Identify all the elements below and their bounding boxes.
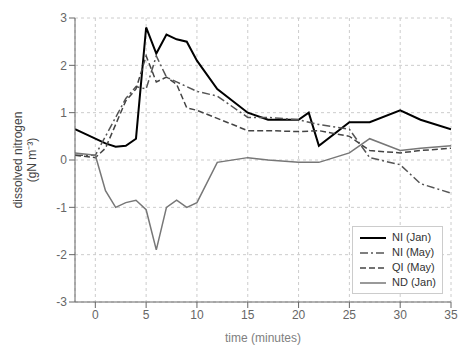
html-text:QI (May): QI (May): [392, 261, 435, 273]
svg-text:25: 25: [343, 308, 357, 322]
svg-text:20: 20: [292, 308, 306, 322]
html-text:NI (Jan): NI (Jan): [392, 231, 432, 243]
svg-text:30: 30: [394, 308, 408, 322]
svg-text:15: 15: [241, 308, 255, 322]
svg-text:35: 35: [444, 308, 458, 322]
svg-text:0: 0: [60, 153, 67, 167]
svg-text:-3: -3: [56, 295, 67, 309]
svg-text:2: 2: [60, 59, 67, 73]
svg-text:-2: -2: [56, 248, 67, 262]
svg-text:10: 10: [190, 308, 204, 322]
svg-text:5: 5: [143, 308, 150, 322]
svg-text:dissolved nitrogen(gN m⁻³): dissolved nitrogen(gN m⁻³): [11, 112, 39, 209]
svg-text:1: 1: [60, 106, 67, 120]
svg-text:time (minutes): time (minutes): [225, 331, 301, 345]
svg-text:0: 0: [92, 308, 99, 322]
svg-text:3: 3: [60, 11, 67, 25]
html-text:NI (May): NI (May): [392, 246, 435, 258]
svg-text:-1: -1: [56, 201, 67, 215]
html-text:ND (Jan): ND (Jan): [392, 276, 436, 288]
